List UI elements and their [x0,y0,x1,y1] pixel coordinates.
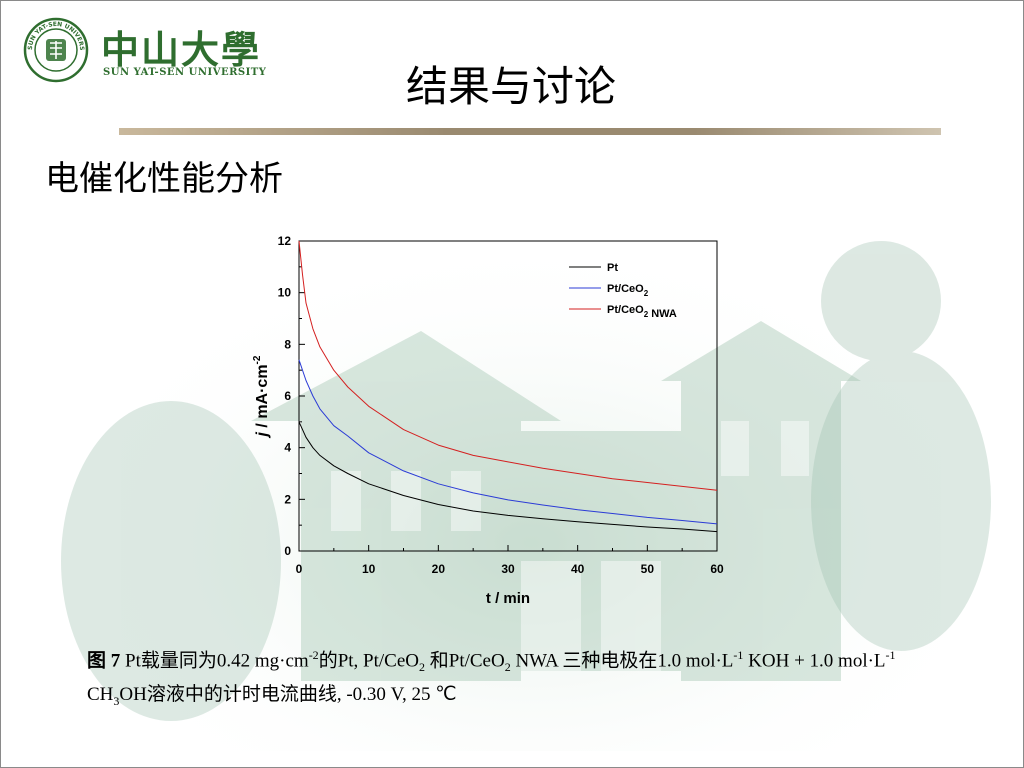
caption-text-4: NWA 三种电极在1.0 mol·L [510,650,734,672]
series-line [298,359,718,525]
x-tick-label: 20 [432,562,446,576]
section-heading: 电催化性能分析 [45,159,283,199]
caption-figure-number: 图 7 [87,650,121,672]
slide-title: 结果与讨论 [405,62,616,111]
x-tick-label: 30 [501,562,515,576]
caption-sub-3: 3 [113,693,120,708]
legend-label: Pt [607,262,618,274]
legend-label: Pt/CeO2 [607,283,649,298]
caption-text-5: KOH + 1.0 mol·L [743,650,886,672]
caption-text-7: OH溶液中的计时电流曲线, -0.30 V, 25 ℃ [119,684,457,706]
y-tick-label: 12 [278,234,292,248]
y-axis-label: j / mA·cm-2 [252,355,271,438]
caption-sup-1: -2 [308,648,319,662]
x-tick-label: 10 [362,562,376,576]
y-tick-label: 2 [284,492,291,506]
x-tick-label: 40 [571,562,585,576]
x-axis-label: t / min [486,590,530,607]
y-tick-label: 6 [284,389,291,403]
caption-sub-1: 2 [419,660,425,675]
caption-text-3: 和Pt/CeO [425,650,505,672]
x-tick-label: 0 [296,562,303,576]
caption-sup-2: -1 [733,648,744,662]
caption-text-6: CH [87,684,114,706]
plot-frame [298,240,718,552]
x-tick-label: 50 [641,562,655,576]
legend-label: Pt/CeO2 NWA [607,304,677,320]
title-divider [119,128,941,135]
y-tick-label: 4 [284,441,291,455]
caption-sub-2: 2 [504,660,511,675]
caption-text-2: 的Pt, Pt/CeO [318,650,419,672]
university-name-chinese: 中山大學 [101,27,262,72]
y-tick-label: 10 [278,286,292,300]
y-tick-label: 8 [284,337,291,351]
series-line [298,421,718,533]
x-tick-label: 60 [710,562,724,576]
caption-text-1: Pt载量同为0.42 mg·cm [120,650,309,672]
figure-caption: 图 7 Pt载量同为0.42 mg·cm-2的Pt, Pt/CeO2 和Pt/C… [87,641,957,715]
university-name-english: SUN YAT-SEN UNIVERSITY [103,67,267,78]
series-line [298,240,718,491]
university-seal-icon: SUN YAT-SEN UNIVERSITY [23,17,89,83]
chronoamperometry-chart: 0 2 4 6 8 10 12 0 10 20 30 40 50 60 t / min j / mA·cm-2… [252,234,724,607]
caption-sup-3: -1 [885,648,896,662]
y-tick-label: 0 [284,544,291,558]
